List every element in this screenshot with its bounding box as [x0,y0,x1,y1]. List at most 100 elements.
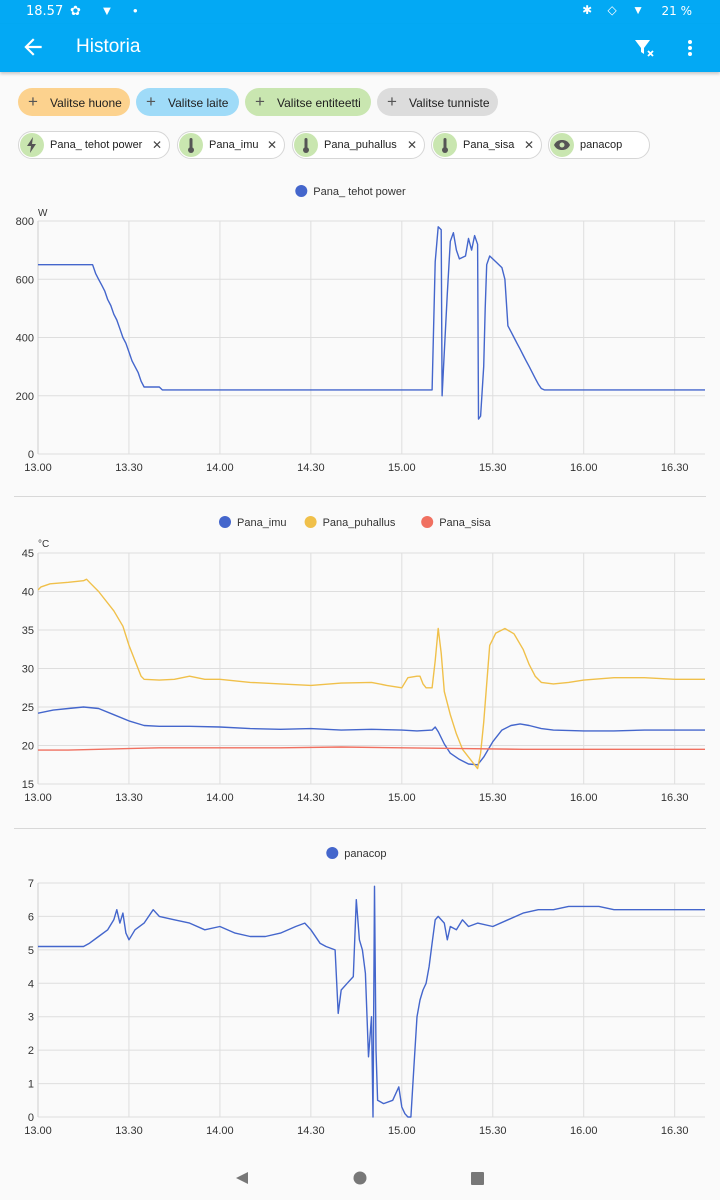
x-tick-label: 16.00 [570,1125,598,1137]
legend-label: Pana_imu [237,517,287,529]
notification-icons: ✿ ▼ • [70,3,146,18]
y-tick-label: 45 [22,548,34,560]
plus-icon: + [387,92,397,111]
legend-label: Pana_sisa [439,517,491,529]
entity-chip-panacop[interactable]: panacop [548,131,650,159]
filter-chip-room[interactable]: + Valitse huone [18,88,130,116]
x-tick-label: 14.30 [297,462,325,474]
x-tick-label: 15.30 [479,1125,507,1137]
plus-icon: + [28,92,38,111]
y-tick-label: 35 [22,625,34,637]
x-tick-label: 15.00 [388,1125,416,1137]
legend-marker [421,516,434,528]
y-tick-label: 25 [22,702,34,714]
x-tick-label: 16.30 [661,792,689,804]
x-tick-label: 13.00 [24,462,52,474]
nav-home-icon[interactable] [353,1171,367,1185]
power-chart: 0 200 400 600 800 13.00 13.30 14.00 14.30 15.00 15… [16,185,705,474]
search-underline [20,72,320,74]
flash-icon [20,133,44,157]
arrow-back-icon[interactable] [20,34,46,60]
nav-back-icon[interactable] [236,1172,248,1184]
chart-divider [14,496,706,497]
entity-chip-puhallus[interactable]: Pana_puhallus ✕ [292,131,425,159]
legend-label: panacop [344,848,386,860]
close-icon[interactable]: ✕ [406,138,417,152]
x-tick-label: 13.30 [115,1125,143,1137]
y-tick-label: 800 [16,216,34,228]
entity-chip-imu[interactable]: Pana_imu ✕ [177,131,285,159]
legend-marker [219,516,231,528]
plus-icon: + [146,92,156,111]
x-tick-label: 15.30 [479,792,507,804]
x-tick-label: 15.30 [479,462,507,474]
y-axis-unit: W [38,208,48,219]
temperature-chart: 15 20 25 30 35 40 45 13.00 13.30 14.00 14.30 15.00 1… [22,516,705,804]
filter-clear-icon[interactable] [632,36,656,60]
thermometer-icon [433,133,457,157]
y-tick-label: 0 [28,449,34,461]
y-tick-label: 600 [16,274,34,286]
series-line [38,706,705,766]
y-tick-label: 6 [28,911,34,923]
thermometer-icon [179,133,203,157]
x-tick-label: 13.00 [24,1125,52,1137]
chart-divider [14,828,706,829]
y-tick-label: 400 [16,333,34,345]
series-line [38,885,705,1118]
y-tick-label: 5 [28,945,34,957]
y-tick-label: 30 [22,664,34,676]
nav-recents-icon[interactable] [471,1172,484,1185]
legend-marker [326,847,339,859]
close-icon[interactable]: ✕ [151,138,162,152]
thermometer-icon [294,133,318,157]
x-tick-label: 15.00 [388,462,416,474]
status-time: 18.57 [26,4,64,19]
y-tick-label: 40 [22,587,34,599]
x-tick-label: 16.00 [570,462,598,474]
status-bar: 18.57 ✿ ▼ • ✱ ◇ ▼ 21 % [0,0,720,24]
x-tick-label: 16.30 [661,462,689,474]
close-icon[interactable]: ✕ [266,138,277,152]
filter-chip-device[interactable]: + Valitse laite [136,88,239,116]
navigation-bar [236,1171,484,1185]
battery-level: 21 % [661,4,693,18]
entity-chip-power[interactable]: Pana_ tehot power ✕ [18,131,170,159]
cop-chart: 0 1 2 3 4 5 6 7 13.00 13.30 14.00 14.30 15.00 15.30 16… [24,847,705,1137]
x-tick-label: 16.30 [661,1125,689,1137]
filter-chip-entity[interactable]: + Valitse entiteetti [245,88,371,116]
series-line [38,578,705,770]
y-tick-label: 7 [28,878,34,890]
entity-chip-sisa[interactable]: Pana_sisa ✕ [431,131,542,159]
y-tick-label: 1 [28,1079,34,1091]
y-axis-unit: °C [38,539,49,550]
app-bar: Historia [0,24,720,72]
x-tick-label: 14.30 [297,792,325,804]
series-line [38,746,705,751]
x-tick-label: 15.00 [388,792,416,804]
x-tick-label: 14.00 [206,1125,234,1137]
y-tick-label: 200 [16,391,34,403]
close-icon[interactable]: ✕ [523,138,534,152]
y-tick-label: 2 [28,1045,34,1057]
system-icons: ✱ ◇ ▼ [582,3,650,17]
plus-icon: + [255,92,265,111]
x-tick-label: 14.00 [206,792,234,804]
filter-chip-label[interactable]: + Valitse tunniste [377,88,498,116]
legend-label: Pana_puhallus [323,517,396,529]
x-tick-label: 13.00 [24,792,52,804]
x-tick-label: 13.30 [115,792,143,804]
y-tick-label: 4 [28,978,34,990]
x-tick-label: 14.30 [297,1125,325,1137]
legend-marker [295,185,308,197]
legend-marker [304,516,317,528]
y-tick-label: 15 [22,779,34,791]
x-tick-label: 14.00 [206,462,234,474]
series-line [38,226,705,420]
page-title: Historia [76,36,141,57]
x-tick-label: 16.00 [570,792,598,804]
x-tick-label: 13.30 [115,462,143,474]
legend-label: Pana_ tehot power [313,186,406,198]
y-tick-label: 0 [28,1112,34,1124]
more-vert-icon[interactable] [682,36,698,60]
